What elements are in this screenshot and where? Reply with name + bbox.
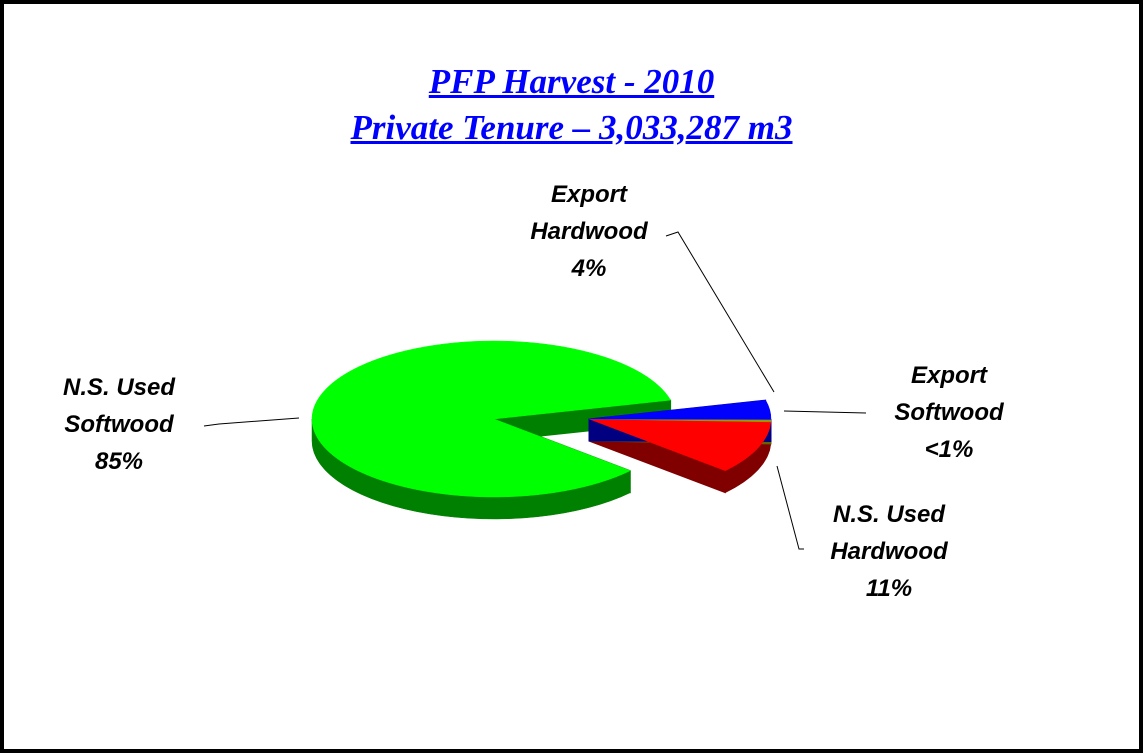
data-label: Export Hardwood 4% bbox=[504, 176, 674, 287]
value-label: <1% bbox=[924, 436, 974, 463]
leader-line bbox=[203, 417, 300, 427]
data-label: N.S. Used Hardwood 11% bbox=[804, 496, 974, 607]
chart-title: PFP Harvest - 2010 bbox=[428, 62, 715, 101]
value-label: 11% bbox=[865, 575, 913, 602]
slice bbox=[588, 418, 772, 471]
leader-line bbox=[776, 465, 804, 550]
slice bbox=[588, 399, 772, 420]
value-label: 4% bbox=[571, 255, 607, 282]
category-label: Export Softwood bbox=[894, 362, 1004, 426]
leader-line bbox=[783, 410, 867, 414]
chart-subtitle: Private Tenure – 3,033,287 m3 bbox=[350, 108, 793, 147]
slice bbox=[311, 340, 672, 498]
category-label: N.S. Used Hardwood bbox=[830, 501, 948, 565]
category-label: N.S. Used Softwood bbox=[62, 374, 176, 438]
category-label: Export Hardwood bbox=[530, 181, 648, 245]
data-label: N.S. Used Softwood 85% bbox=[34, 369, 204, 480]
pie-area bbox=[203, 231, 867, 550]
value-label: 85% bbox=[94, 448, 144, 475]
leader-line bbox=[665, 231, 775, 393]
data-label: Export Softwood <1% bbox=[864, 357, 1034, 468]
